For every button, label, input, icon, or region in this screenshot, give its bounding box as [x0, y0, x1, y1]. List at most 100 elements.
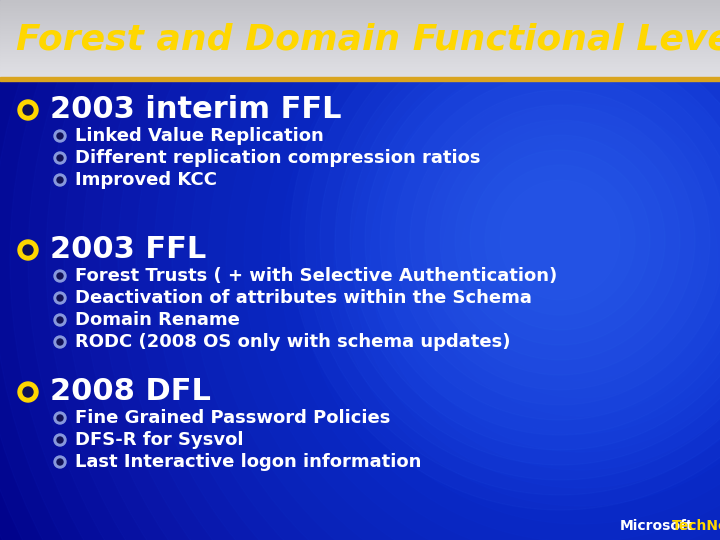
Bar: [0, 43, 720, 44]
Bar: [0, 50, 720, 51]
Bar: [0, 25, 720, 26]
Bar: [0, 45, 720, 46]
Bar: [0, 12, 720, 13]
Circle shape: [485, 165, 635, 315]
Text: TechNet: TechNet: [672, 519, 720, 533]
Bar: [0, 66, 720, 67]
Bar: [0, 52, 720, 53]
Circle shape: [23, 105, 33, 115]
Circle shape: [18, 100, 38, 120]
Circle shape: [57, 437, 63, 443]
Bar: [0, 33, 720, 34]
Text: Forest and Domain Functional Levels: Forest and Domain Functional Levels: [16, 22, 720, 56]
Circle shape: [57, 177, 63, 183]
Text: Microsoft: Microsoft: [620, 519, 693, 533]
Bar: [0, 14, 720, 15]
Bar: [0, 24, 720, 25]
Circle shape: [290, 0, 720, 510]
Circle shape: [18, 382, 38, 402]
Text: 2008 DFL: 2008 DFL: [50, 377, 211, 407]
Circle shape: [23, 387, 33, 397]
Bar: [0, 73, 720, 74]
Text: Fine Grained Password Policies: Fine Grained Password Policies: [75, 409, 390, 427]
Bar: [0, 30, 720, 31]
Bar: [0, 57, 720, 58]
Bar: [0, 46, 720, 47]
Bar: [0, 9, 720, 10]
Circle shape: [455, 135, 665, 345]
Bar: [0, 53, 720, 54]
Bar: [0, 4, 720, 5]
Bar: [0, 74, 720, 75]
Circle shape: [380, 60, 720, 420]
Circle shape: [395, 75, 720, 405]
Circle shape: [440, 120, 680, 360]
Bar: [0, 41, 720, 42]
Bar: [0, 2, 720, 3]
Bar: [0, 3, 720, 4]
Bar: [0, 37, 720, 38]
Bar: [0, 71, 720, 72]
Bar: [0, 0, 720, 1]
Text: Linked Value Replication: Linked Value Replication: [75, 127, 324, 145]
Bar: [0, 38, 720, 39]
Bar: [0, 54, 720, 55]
Bar: [0, 48, 720, 49]
Bar: [0, 56, 720, 57]
Circle shape: [365, 45, 720, 435]
Bar: [0, 42, 720, 43]
Circle shape: [54, 434, 66, 446]
Bar: [0, 19, 720, 20]
Circle shape: [57, 133, 63, 139]
Text: Domain Rename: Domain Rename: [75, 311, 240, 329]
Bar: [0, 34, 720, 35]
Circle shape: [54, 292, 66, 304]
Bar: [0, 13, 720, 14]
Circle shape: [23, 245, 33, 255]
Bar: [0, 40, 720, 41]
Circle shape: [57, 273, 63, 279]
Text: 2003 FFL: 2003 FFL: [50, 235, 206, 265]
Bar: [0, 17, 720, 18]
Circle shape: [500, 180, 620, 300]
Bar: [0, 77, 720, 81]
Bar: [0, 5, 720, 6]
Circle shape: [425, 105, 695, 375]
Circle shape: [350, 30, 720, 450]
Bar: [0, 51, 720, 52]
Bar: [0, 68, 720, 69]
Bar: [0, 67, 720, 68]
Bar: [0, 44, 720, 45]
Bar: [0, 70, 720, 71]
Bar: [0, 61, 720, 62]
Bar: [0, 47, 720, 48]
Bar: [0, 22, 720, 23]
Bar: [0, 16, 720, 17]
Circle shape: [335, 15, 720, 465]
Bar: [0, 58, 720, 59]
Text: Different replication compression ratios: Different replication compression ratios: [75, 149, 480, 167]
Bar: [0, 59, 720, 60]
Circle shape: [54, 152, 66, 164]
Circle shape: [320, 0, 720, 480]
Bar: [0, 8, 720, 9]
Bar: [0, 20, 720, 21]
Circle shape: [410, 90, 710, 390]
Circle shape: [470, 150, 650, 330]
Bar: [0, 63, 720, 64]
Circle shape: [54, 456, 66, 468]
Bar: [0, 55, 720, 56]
Circle shape: [57, 295, 63, 301]
Bar: [0, 32, 720, 33]
Bar: [0, 76, 720, 77]
Circle shape: [57, 155, 63, 161]
Circle shape: [18, 240, 38, 260]
Bar: [0, 27, 720, 28]
Circle shape: [54, 314, 66, 326]
Bar: [0, 39, 720, 40]
Circle shape: [54, 270, 66, 282]
Text: 2003 interim FFL: 2003 interim FFL: [50, 96, 341, 125]
Bar: [0, 49, 720, 50]
Bar: [0, 18, 720, 19]
Bar: [0, 77, 720, 78]
